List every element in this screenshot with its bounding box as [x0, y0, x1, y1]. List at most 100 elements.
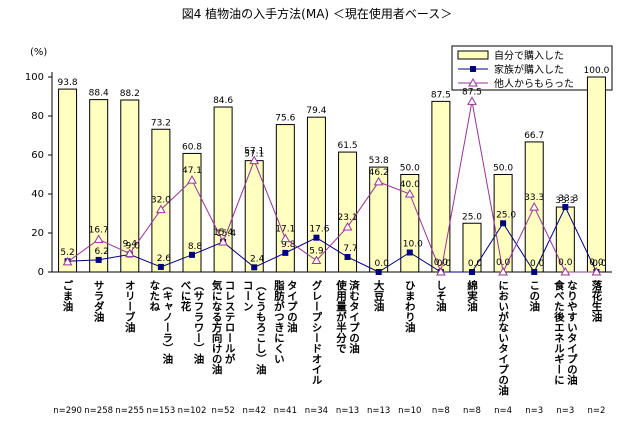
bar — [89, 99, 109, 273]
value-label: 57.1 — [244, 150, 264, 160]
value-label: 46.2 — [369, 168, 389, 178]
value-label: 10.0 — [403, 240, 423, 250]
value-label: 79.4 — [306, 106, 326, 116]
n-label: n=102 — [178, 406, 207, 416]
marker — [591, 266, 602, 276]
n-label: n=13 — [367, 406, 390, 416]
n-label: n=2 — [587, 406, 605, 416]
bar — [58, 88, 78, 273]
marker — [249, 155, 260, 165]
value-label: 100.0 — [584, 66, 610, 76]
bar — [586, 76, 606, 273]
marker — [95, 256, 102, 263]
n-label: n=10 — [398, 406, 421, 416]
n-label: n=8 — [463, 406, 481, 416]
value-label: 87.5 — [431, 90, 451, 100]
n-label: n=258 — [84, 406, 113, 416]
marker — [500, 220, 507, 227]
value-label: 6.2 — [95, 247, 109, 257]
legend-label: 自分で購入した — [494, 49, 564, 62]
x-tick-label: （とうもろこし）油 — [255, 280, 267, 375]
value-label: 5.9 — [309, 246, 324, 256]
x-tick-label: なたね — [148, 280, 160, 312]
x-tick-label: 食べた後エネルギーに — [553, 279, 565, 385]
marker — [562, 204, 569, 211]
y-tick-label: 100 — [25, 72, 44, 83]
value-label: 9.8 — [281, 240, 296, 250]
x-tick-label: においがないタイプの油 — [497, 280, 509, 396]
marker — [157, 263, 164, 270]
value-label: 17.1 — [275, 225, 295, 235]
n-label: n=255 — [115, 406, 144, 416]
value-label: 23.1 — [338, 213, 358, 223]
n-label: n=4 — [494, 406, 512, 416]
value-label: 50.0 — [493, 164, 513, 174]
x-tick-label: 脂肪がつきにくい — [273, 279, 285, 364]
value-label: 7.7 — [343, 244, 357, 254]
marker — [404, 188, 415, 198]
value-label: 25.0 — [496, 210, 516, 220]
marker — [124, 248, 135, 258]
line — [67, 101, 597, 274]
marker — [280, 233, 291, 243]
marker — [373, 176, 384, 186]
value-label: 32.0 — [151, 196, 171, 206]
bar — [275, 124, 295, 273]
x-tick-label: （キャノーラ）油 — [161, 280, 173, 365]
legend-label: 家族が購入した — [494, 63, 564, 76]
x-tick-label: ごま油 — [62, 279, 74, 312]
marker — [218, 236, 228, 246]
marker — [62, 256, 73, 266]
value-label: 33.3 — [555, 196, 575, 206]
marker — [311, 255, 322, 264]
marker — [251, 264, 258, 271]
value-label: 15.4 — [213, 228, 233, 238]
x-tick-label: 大豆油 — [373, 279, 385, 312]
value-label: 47.1 — [182, 166, 202, 176]
value-label: 88.2 — [120, 89, 140, 99]
y-tick-label: 20 — [31, 228, 44, 239]
x-tick-label: べに花 — [180, 280, 192, 312]
value-label: 0.0 — [468, 259, 483, 269]
value-label: 0.0 — [530, 259, 545, 269]
value-label: 66.7 — [524, 131, 544, 141]
value-label: 16.7 — [89, 225, 109, 235]
value-label: 33.3 — [524, 193, 544, 203]
value-label: 8.8 — [188, 242, 203, 252]
x-tick-label: なりやすいタイプの油 — [566, 280, 578, 386]
value-label: 57.1 — [244, 147, 264, 157]
y-tick-label: 0 — [38, 267, 44, 278]
value-label: 0.0 — [434, 258, 449, 268]
x-tick-label: グレープシードオイル — [310, 279, 322, 385]
x-tick-label: サラダ油 — [93, 280, 105, 323]
x-tick-label: しそ油 — [435, 280, 447, 312]
value-label: 0.0 — [589, 258, 604, 268]
marker — [189, 251, 195, 258]
value-label: 0.0 — [592, 259, 607, 269]
value-label: 60.8 — [182, 142, 202, 152]
value-label: 5.2 — [60, 248, 74, 258]
value-label: 17.6 — [309, 225, 329, 235]
marker — [498, 266, 508, 276]
value-label: 0.0 — [558, 258, 573, 268]
marker — [469, 269, 475, 275]
value-label: 0.0 — [437, 259, 452, 269]
x-tick-label: コーン — [242, 280, 254, 312]
bar — [120, 99, 140, 273]
y-tick-label: 60 — [31, 150, 44, 161]
n-label: n=41 — [274, 406, 297, 416]
marker — [156, 204, 166, 214]
value-label: 53.8 — [369, 156, 389, 166]
n-label: n=52 — [211, 406, 234, 416]
marker — [406, 249, 413, 256]
marker — [436, 266, 446, 276]
marker — [187, 175, 197, 184]
value-label: 73.2 — [151, 118, 171, 128]
x-tick-label: オリーブ油 — [124, 280, 136, 333]
marker — [560, 266, 571, 276]
marker — [282, 249, 289, 256]
x-tick-label: 気になる方向けの油 — [211, 279, 223, 375]
value-label: 88.4 — [89, 89, 109, 99]
value-label: 75.6 — [275, 114, 295, 124]
marker — [531, 269, 538, 275]
